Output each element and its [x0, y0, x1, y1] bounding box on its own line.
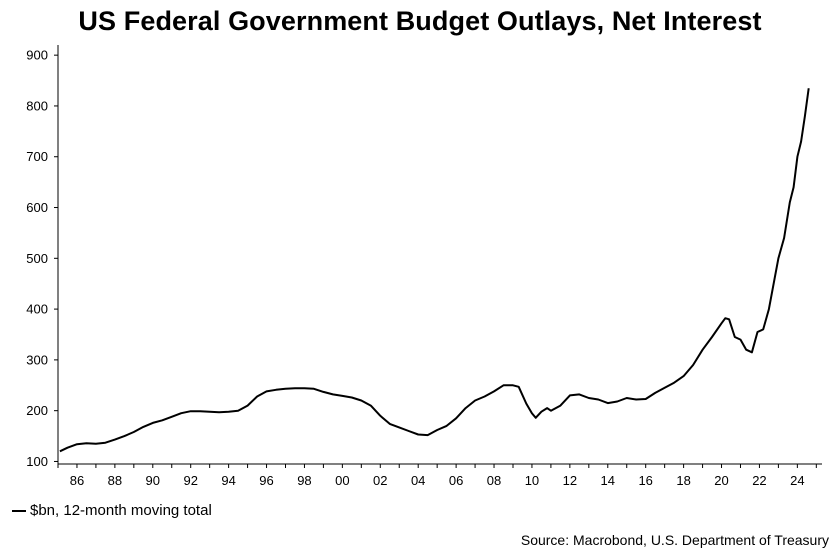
x-tick-label: 94 [221, 473, 235, 488]
x-tick-label: 12 [563, 473, 577, 488]
y-tick-label: 800 [26, 98, 48, 113]
y-axis-ticks: 100 200 300 400 500 600 700 800 900 [26, 48, 58, 469]
x-tick-label: 90 [146, 473, 160, 488]
x-tick-label: 86 [70, 473, 84, 488]
x-tick-label: 06 [449, 473, 463, 488]
y-tick-label: 500 [26, 251, 48, 266]
y-tick-label: 700 [26, 149, 48, 164]
x-tick-label: 08 [487, 473, 501, 488]
y-tick-label: 200 [26, 403, 48, 418]
x-tick-label: 24 [790, 473, 804, 488]
x-tick-label: 02 [373, 473, 387, 488]
x-tick-label: 14 [601, 473, 615, 488]
x-tick-label: 18 [676, 473, 690, 488]
x-tick-label: 92 [183, 473, 197, 488]
x-tick-label: 10 [525, 473, 539, 488]
x-tick-label: 16 [638, 473, 652, 488]
chart-title: US Federal Government Budget Outlays, Ne… [78, 6, 762, 36]
x-tick-label: 04 [411, 473, 425, 488]
y-tick-label: 600 [26, 200, 48, 215]
net-interest-line [59, 88, 810, 453]
x-tick-label: 96 [259, 473, 273, 488]
y-tick-label: 900 [26, 48, 48, 63]
x-tick-label: 22 [752, 473, 766, 488]
source-note: Source: Macrobond, U.S. Department of Tr… [520, 532, 829, 548]
y-tick-label: 400 [26, 302, 48, 317]
legend-label: $bn, 12-month moving total [30, 502, 212, 519]
x-axis-ticks: 86 88 90 92 94 96 98 00 02 04 06 08 10 12 14 16 18 20 22 24 [57, 464, 817, 488]
legend-line-swatch [12, 509, 26, 512]
y-tick-label: 300 [26, 352, 48, 367]
x-tick-label: 00 [335, 473, 349, 488]
x-tick-label: 20 [714, 473, 728, 488]
legend: $bn, 12-month moving total [12, 502, 212, 519]
x-tick-label: 88 [108, 473, 122, 488]
x-tick-label: 98 [297, 473, 311, 488]
y-tick-label: 100 [26, 454, 48, 469]
